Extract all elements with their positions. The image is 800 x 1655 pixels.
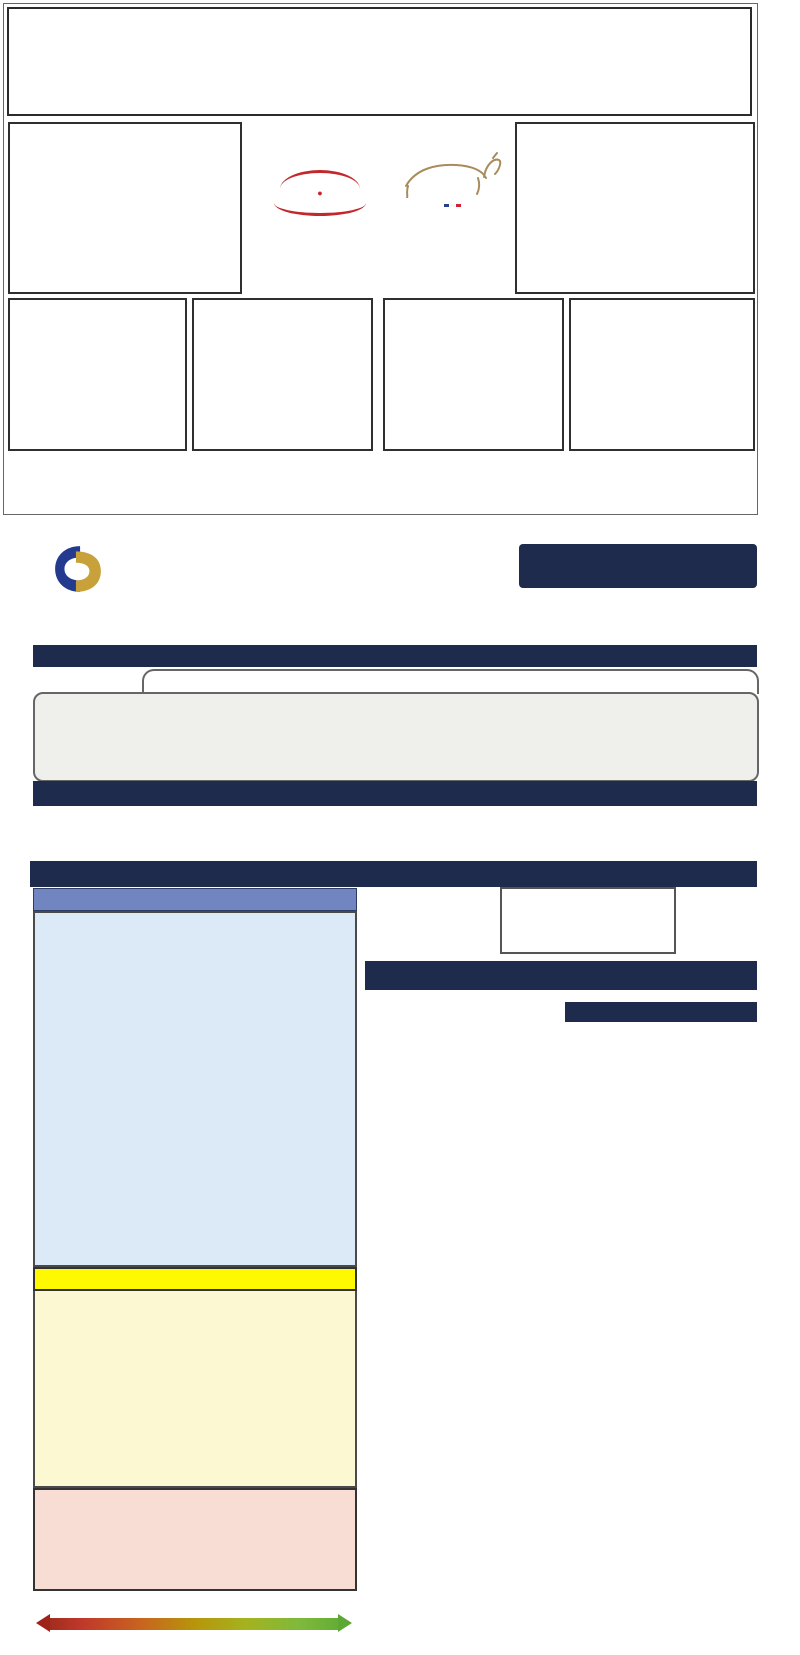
sevrage-table-header: [33, 888, 357, 911]
ancestor-box-grandsire-paternal: [8, 298, 187, 451]
rating-scale-labels: [48, 1618, 340, 1630]
herd-book-arc-icon: [280, 170, 360, 189]
genomic-index-banner: [30, 861, 757, 887]
maternal-table-body: [33, 1488, 357, 1591]
post-sevrage-table-body: [33, 1291, 357, 1488]
gdscan-logo: [519, 544, 757, 588]
charolais-france-logo: [388, 146, 513, 209]
pedigree-info-table: [33, 692, 759, 782]
genetic-status-banner: [33, 781, 757, 806]
genes-diffusion-mark-icon: [55, 546, 101, 592]
ancestor-box-granddam-paternal: [192, 298, 373, 451]
sevrage-table-body: [33, 911, 357, 1267]
herd-book-charolais-logo: ●: [250, 170, 390, 216]
ancestor-box-dam: [515, 122, 755, 294]
herd-book-dot-icon: ●: [317, 188, 323, 198]
vertical-address-text: [1, 872, 18, 1592]
genes-diffusion-logo: [52, 543, 112, 595]
ancestor-box-sire: [8, 122, 242, 294]
charolais-france-country: [388, 200, 513, 209]
rating-scale-arrow: [36, 1614, 352, 1633]
certificate-footer: [0, 515, 760, 529]
giboval-bar-chart: [365, 1053, 790, 1628]
giboval-banner: [365, 961, 757, 990]
post-sevrage-table-header: [33, 1267, 357, 1291]
ancestor-box-granddam-maternal: [569, 298, 755, 451]
french-flag-icon: [443, 203, 461, 207]
animal-header-box: [7, 7, 752, 116]
ancestor-box-grandsire-maternal: [383, 298, 564, 451]
pedigree-column-headers: [142, 669, 759, 694]
herd-book-underline-icon: [274, 203, 366, 216]
arrowhead-right-icon: [338, 1614, 352, 1632]
certificate-outer-border: [3, 3, 758, 515]
cow-outline-icon: [405, 152, 502, 199]
arrowhead-left-icon: [36, 1614, 50, 1632]
rating-gradient-bar: [48, 1617, 340, 1630]
gdscan-score-box: [500, 887, 676, 954]
fiche-title-banner: [33, 645, 757, 667]
giboval-date-banner: [565, 1002, 757, 1022]
